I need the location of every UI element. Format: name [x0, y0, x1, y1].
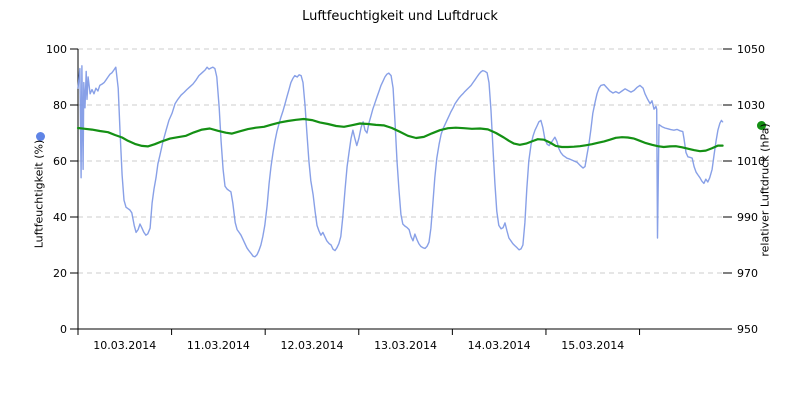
humidity-series-dot-icon	[36, 132, 45, 141]
x-tick-label: 10.03.2014	[93, 339, 156, 352]
x-tick-label: 11.03.2014	[187, 339, 250, 352]
left-tick-label: 80	[53, 99, 67, 112]
left-axis-title: Luftfeuchtigkeit (%)	[32, 139, 46, 249]
pressure-line	[76, 117, 724, 153]
humidity-line	[77, 65, 724, 258]
left-tick-label: 40	[53, 211, 67, 224]
pressure-series-dot-icon	[757, 121, 766, 130]
x-tick-label: 14.03.2014	[468, 339, 531, 352]
right-axis-title: relativer Luftdruck (hPa)	[758, 123, 772, 257]
x-tick-label: 13.03.2014	[374, 339, 437, 352]
right-tick-label: 950	[737, 323, 758, 336]
right-tick-label: 1010	[737, 155, 765, 168]
x-tick-label: 15.03.2014	[561, 339, 624, 352]
right-tick-label: 990	[737, 211, 758, 224]
chart-title: Luftfeuchtigkeit und Luftdruck	[302, 9, 498, 24]
left-tick-label: 100	[46, 43, 67, 56]
left-tick-label: 60	[53, 155, 67, 168]
right-tick-label: 1030	[737, 99, 765, 112]
x-tick-label: 12.03.2014	[280, 339, 343, 352]
right-tick-label: 970	[737, 267, 758, 280]
left-tick-label: 0	[60, 323, 67, 336]
right-tick-label: 1050	[737, 43, 765, 56]
left-tick-label: 20	[53, 267, 67, 280]
